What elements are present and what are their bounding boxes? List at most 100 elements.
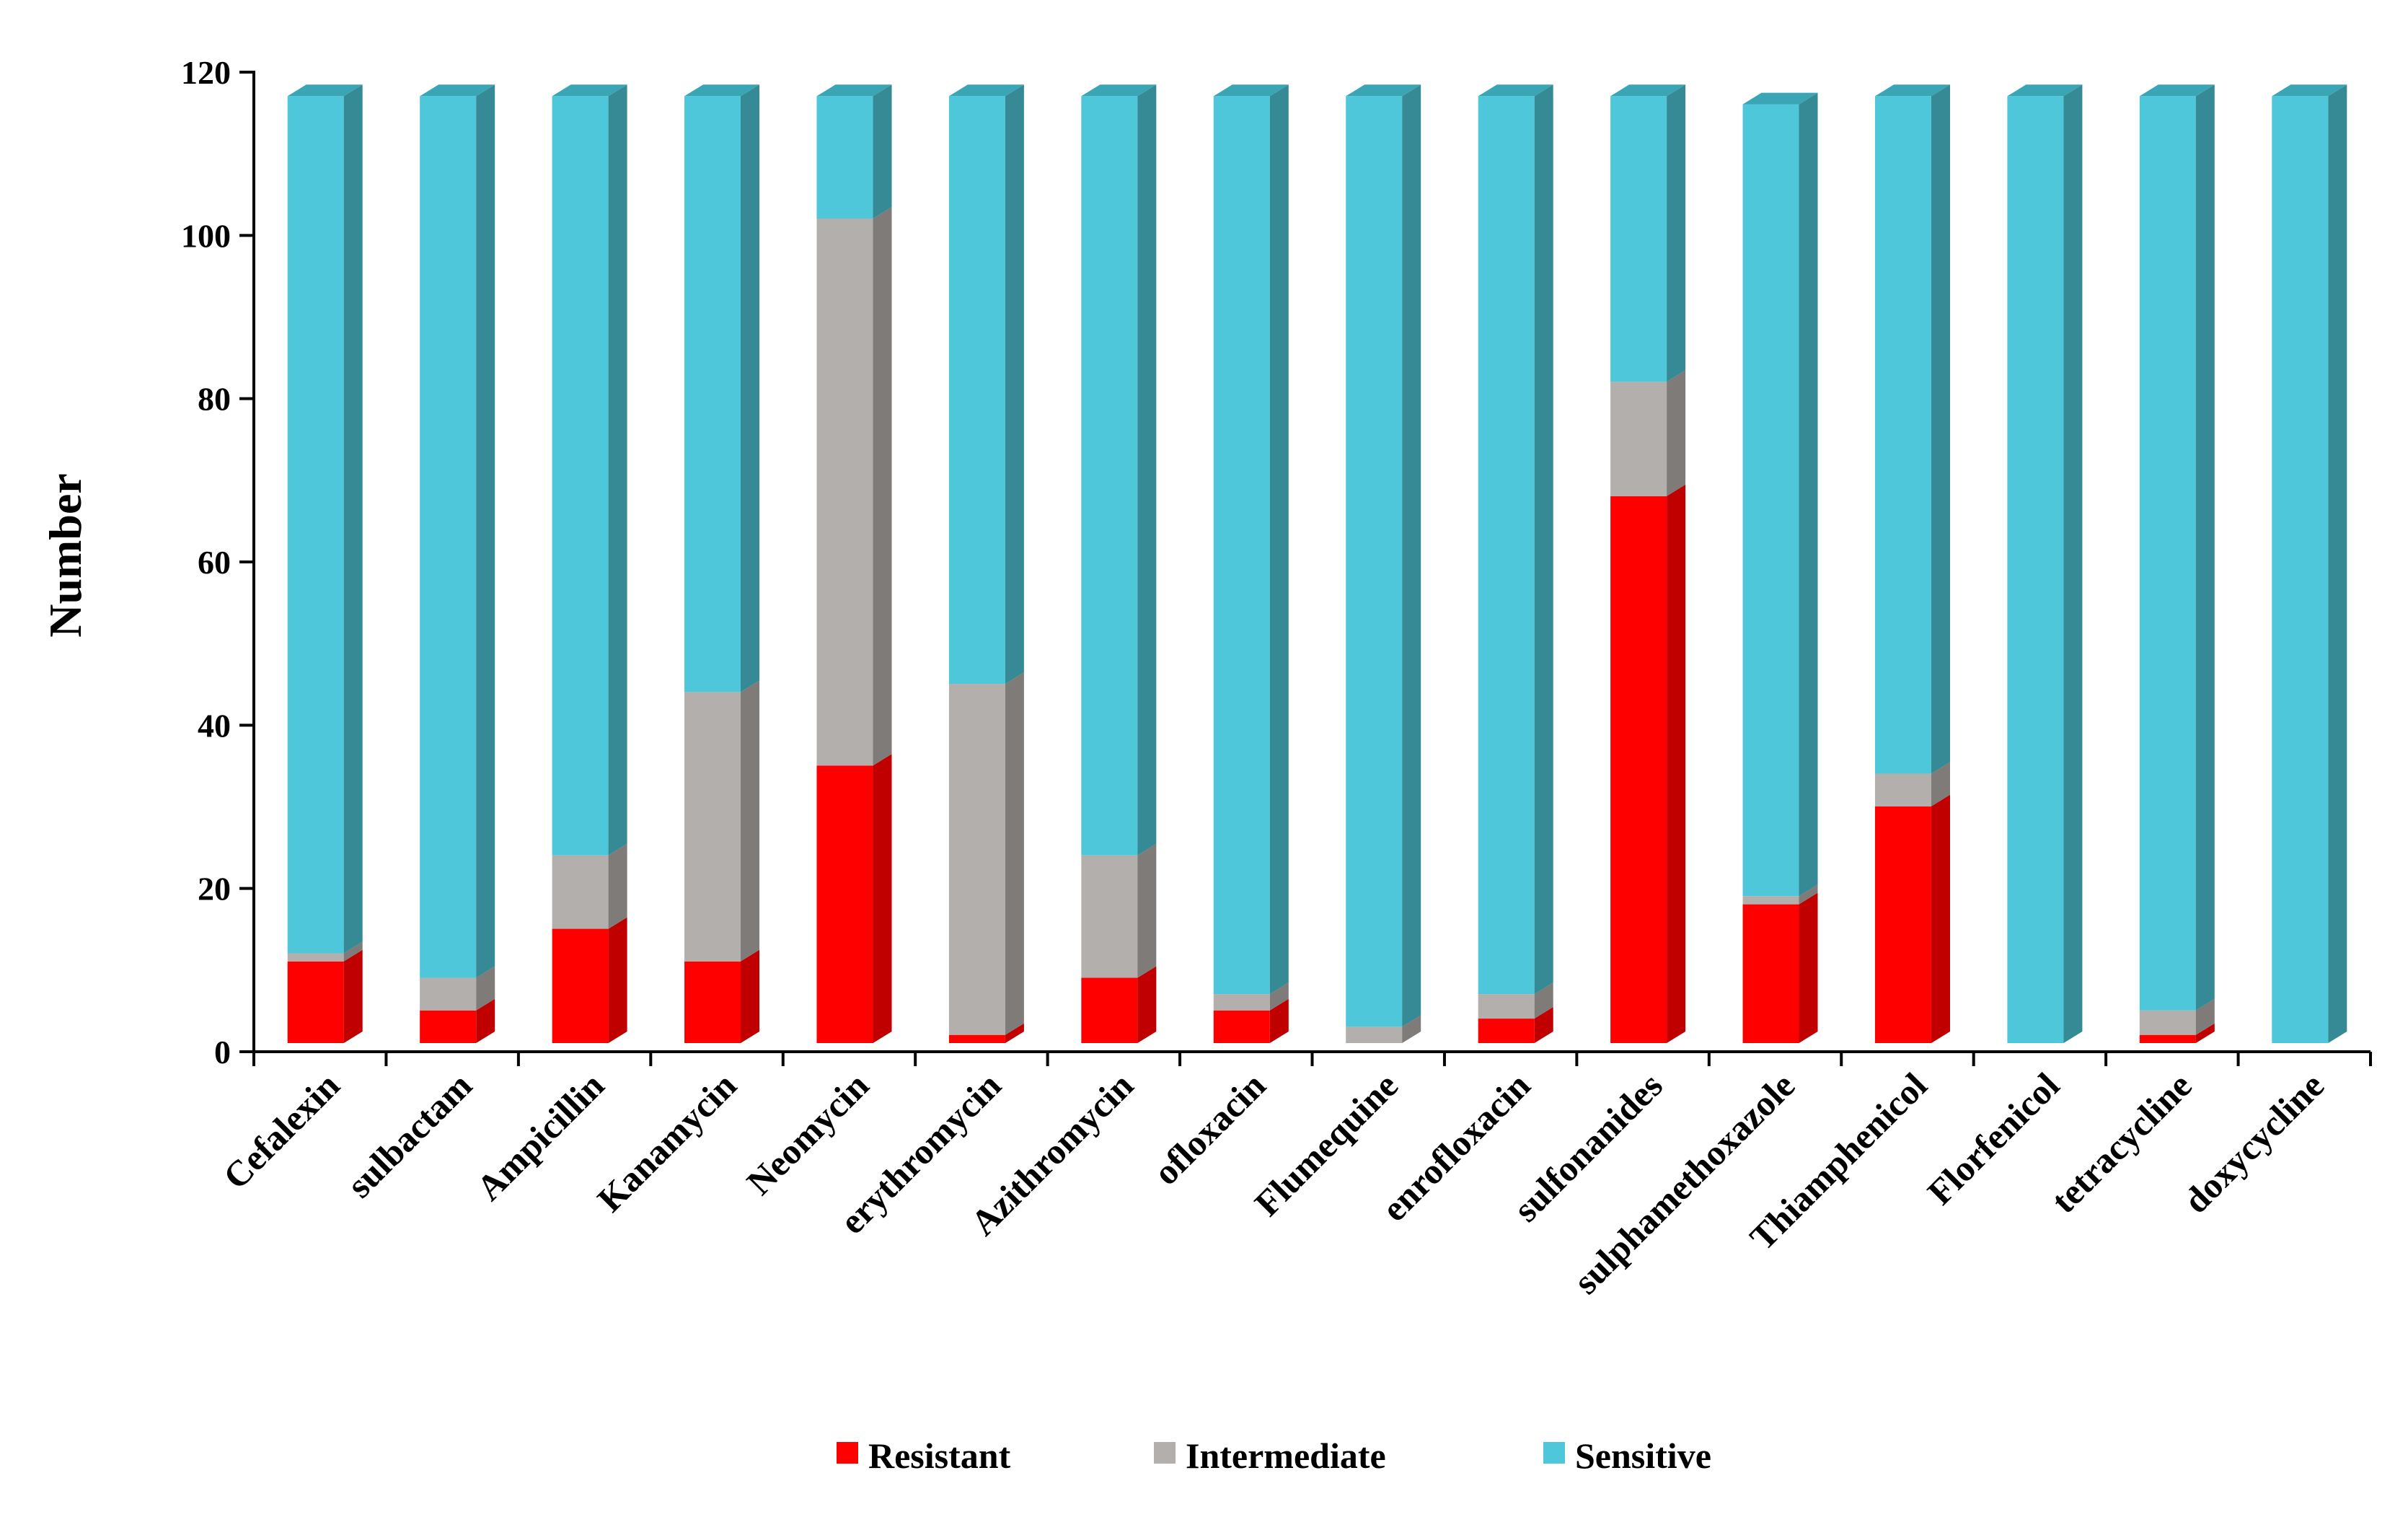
y-tick-label: 80 bbox=[198, 381, 231, 418]
bar-sensitive-florfenicol bbox=[2007, 96, 2064, 1044]
bar-resistant-tetracycline bbox=[2139, 1034, 2196, 1043]
bar-intermediate-erythromycin-side bbox=[1005, 672, 1024, 1035]
bar-intermediate-flumequine-side bbox=[1402, 1015, 1421, 1043]
bar-sensitive-erythromycin-side bbox=[1005, 84, 1024, 685]
bar-sensitive-tetracycline bbox=[2139, 96, 2196, 1011]
bar-top-flumequine bbox=[1346, 84, 1421, 97]
bar-intermediate-sulphamethoxazole-side bbox=[1799, 884, 1818, 905]
bar-intermediate-sulfonanides bbox=[1610, 382, 1667, 496]
bar-top-enrofloxacin bbox=[1478, 84, 1553, 97]
bar-top-cefalexin bbox=[287, 84, 363, 97]
bar-intermediate-enrofloxacin bbox=[1478, 994, 1535, 1019]
bar-resistant-sulphamethoxazole-side bbox=[1799, 892, 1818, 1043]
bar-top-tetracycline bbox=[2139, 84, 2215, 97]
y-tick-label: 40 bbox=[198, 707, 231, 744]
bar-sensitive-thiamphenicol bbox=[1874, 96, 1931, 774]
bar-top-ampicillin bbox=[552, 84, 627, 97]
axes: 0 20 40 60 80 100 120 bbox=[181, 54, 2372, 1070]
bar-sensitive-kanamycin-side bbox=[741, 84, 759, 692]
bar-sensitive-sulbactam-side bbox=[476, 84, 495, 978]
legend-label-resistant: Resistant bbox=[868, 1435, 1011, 1476]
bar-top-thiamphenicol bbox=[1875, 84, 1950, 97]
bar-resistant-sulfonanides-side bbox=[1667, 484, 1686, 1043]
bar-sensitive-flumequine bbox=[1346, 96, 1403, 1027]
bar-stack-sulphamethoxazole bbox=[1742, 92, 1818, 1043]
bar-top-azithromycin bbox=[1081, 84, 1157, 97]
bar-intermediate-kanamycin-side bbox=[741, 680, 759, 962]
bar-stack-azithromycin bbox=[1081, 84, 1157, 1043]
bar-stack-sulbactam bbox=[420, 84, 495, 1043]
bar-resistant-sulphamethoxazole bbox=[1742, 904, 1799, 1043]
bar-sensitive-neomycin-side bbox=[873, 84, 892, 219]
bar-stack-ampicillin bbox=[552, 84, 627, 1043]
bar-stack-enrofloxacin bbox=[1478, 84, 1553, 1043]
bar-stack-thiamphenicol bbox=[1874, 84, 1950, 1043]
x-tick-label-ampicillin: Ampicillin bbox=[469, 1065, 612, 1208]
bar-intermediate-sulphamethoxazole bbox=[1742, 896, 1799, 905]
bar-top-kanamycin bbox=[684, 84, 759, 97]
x-tick-label-sulbactam: sulbactam bbox=[339, 1065, 480, 1205]
bar-sensitive-thiamphenicol-side bbox=[1931, 84, 1950, 774]
bar-intermediate-kanamycin bbox=[684, 692, 741, 962]
bar-intermediate-thiamphenicol-side bbox=[1931, 762, 1950, 806]
bar-stack-ofloxacin bbox=[1213, 84, 1289, 1043]
bar-resistant-sulbactam-side bbox=[476, 998, 495, 1043]
bar-top-neomycin bbox=[816, 84, 892, 97]
bar-sensitive-sulphamethoxazole bbox=[1742, 104, 1799, 897]
bar-resistant-ofloxacin bbox=[1213, 1010, 1270, 1043]
bar-resistant-kanamycin-side bbox=[741, 949, 759, 1043]
bar-sensitive-ofloxacin bbox=[1213, 96, 1270, 995]
bar-sensitive-ofloxacin-side bbox=[1269, 84, 1289, 995]
bar-intermediate-flumequine bbox=[1346, 1026, 1403, 1043]
bar-intermediate-sulbactam-side bbox=[476, 966, 495, 1011]
bar-intermediate-tetracycline bbox=[2139, 1010, 2196, 1035]
bar-intermediate-tetracycline-side bbox=[2195, 998, 2215, 1035]
bar-sensitive-neomycin bbox=[816, 96, 873, 219]
bar-intermediate-neomycin bbox=[816, 219, 873, 766]
bar-intermediate-erythromycin bbox=[948, 684, 1005, 1035]
bar-stack-sulfonanides bbox=[1610, 84, 1686, 1043]
y-tick-label: 120 bbox=[181, 54, 231, 91]
bar-sensitive-florfenicol-side bbox=[2063, 84, 2083, 1043]
bar-sensitive-enrofloxacin-side bbox=[1534, 84, 1553, 995]
bar-intermediate-enrofloxacin-side bbox=[1534, 982, 1553, 1019]
bar-sensitive-azithromycin-side bbox=[1137, 84, 1157, 856]
bar-intermediate-cefalexin-side bbox=[343, 941, 363, 962]
legend: Resistant Intermediate Sensitive bbox=[837, 1435, 1711, 1476]
bar-stack-florfenicol bbox=[2007, 84, 2083, 1044]
bar-sensitive-sulphamethoxazole-side bbox=[1799, 92, 1818, 897]
bar-top-sulbactam bbox=[420, 84, 495, 97]
bar-top-doxycycline bbox=[2272, 84, 2347, 97]
bar-intermediate-cefalexin bbox=[287, 953, 344, 962]
bar-intermediate-neomycin-side bbox=[873, 207, 892, 766]
bar-sensitive-kanamycin bbox=[684, 96, 741, 692]
bar-top-florfenicol bbox=[2007, 84, 2083, 97]
bar-sensitive-tetracycline-side bbox=[2195, 84, 2215, 1011]
bar-intermediate-ofloxacin bbox=[1213, 994, 1270, 1011]
bar-sensitive-erythromycin bbox=[948, 96, 1005, 685]
bar-sensitive-doxycycline bbox=[2272, 96, 2329, 1044]
bar-top-ofloxacin bbox=[1213, 84, 1289, 97]
bar-resistant-cefalexin bbox=[287, 961, 344, 1043]
y-tick-label: 60 bbox=[198, 544, 231, 581]
bar-sensitive-cefalexin-side bbox=[343, 84, 363, 954]
bar-stack-neomycin bbox=[816, 84, 892, 1043]
x-tick-label-sulphamethoxazole: sulphamethoxazole bbox=[1566, 1065, 1802, 1301]
bar-resistant-neomycin bbox=[816, 765, 873, 1043]
bar-sensitive-azithromycin bbox=[1081, 96, 1138, 856]
bar-intermediate-thiamphenicol bbox=[1874, 773, 1931, 806]
legend-swatch-resistant bbox=[837, 1442, 858, 1464]
bar-resistant-tetracycline-side bbox=[2195, 1023, 2215, 1043]
bar-resistant-erythromycin-side bbox=[1005, 1023, 1024, 1043]
bar-intermediate-azithromycin bbox=[1081, 855, 1138, 978]
bar-sensitive-sulbactam bbox=[420, 96, 477, 978]
bar-intermediate-ofloxacin-side bbox=[1269, 982, 1289, 1011]
bar-intermediate-azithromycin-side bbox=[1137, 843, 1157, 978]
bars bbox=[287, 84, 2347, 1044]
bar-sensitive-ampicillin-side bbox=[608, 84, 627, 856]
bar-sensitive-flumequine-side bbox=[1402, 84, 1421, 1027]
bar-intermediate-ampicillin bbox=[552, 855, 609, 929]
bar-sensitive-ampicillin bbox=[552, 96, 609, 856]
y-axis-title: Number bbox=[40, 473, 91, 638]
